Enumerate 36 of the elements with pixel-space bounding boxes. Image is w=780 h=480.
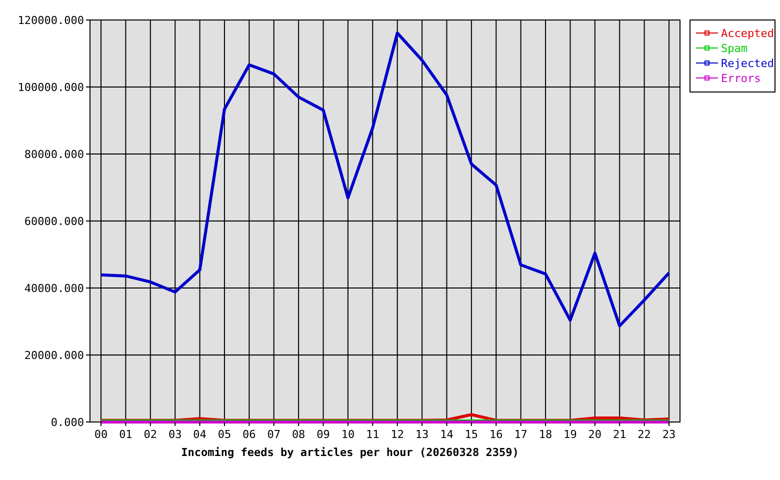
x-tick-label: 17 bbox=[514, 428, 528, 441]
x-tick-label: 06 bbox=[242, 428, 256, 441]
x-tick-label: 08 bbox=[292, 428, 306, 441]
x-tick-label: 00 bbox=[94, 428, 108, 441]
x-tick-label: 23 bbox=[662, 428, 676, 441]
y-tick-label: 20000.000 bbox=[24, 349, 84, 362]
x-tick-label: 03 bbox=[168, 428, 182, 441]
x-axis-title: Incoming feeds by articles per hour (20260328 2359) bbox=[181, 446, 519, 459]
x-tick-label: 04 bbox=[193, 428, 207, 441]
x-tick-label: 11 bbox=[366, 428, 380, 441]
x-tick-label: 15 bbox=[464, 428, 478, 441]
x-tick-label: 02 bbox=[144, 428, 158, 441]
x-tick-label: 07 bbox=[267, 428, 280, 441]
x-tick-label: 18 bbox=[538, 428, 552, 441]
y-tick-label: 40000.000 bbox=[24, 282, 84, 295]
legend-label: Accepted bbox=[721, 27, 774, 40]
x-tick-label: 21 bbox=[612, 428, 626, 441]
legend-label: Rejected bbox=[721, 57, 774, 70]
legend-label: Spam bbox=[721, 42, 748, 55]
y-tick-label: 100000.000 bbox=[18, 81, 84, 94]
y-tick-label: 120000.000 bbox=[18, 14, 84, 27]
x-tick-label: 14 bbox=[440, 428, 454, 441]
x-tick-label: 13 bbox=[415, 428, 429, 441]
x-tick-label: 09 bbox=[316, 428, 330, 441]
x-tick-label: 10 bbox=[341, 428, 355, 441]
x-tick-label: 20 bbox=[588, 428, 602, 441]
x-tick-label: 12 bbox=[390, 428, 404, 441]
y-tick-label: 80000.000 bbox=[24, 148, 84, 161]
y-tick-label: 0.000 bbox=[50, 416, 84, 429]
y-tick-label: 60000.000 bbox=[24, 215, 84, 228]
x-tick-label: 22 bbox=[638, 428, 651, 441]
x-tick-label: 01 bbox=[119, 428, 132, 441]
x-tick-label: 16 bbox=[490, 428, 503, 441]
x-tick-label: 19 bbox=[564, 428, 577, 441]
legend-label: Errors bbox=[721, 72, 761, 85]
x-tick-label: 05 bbox=[218, 428, 232, 441]
